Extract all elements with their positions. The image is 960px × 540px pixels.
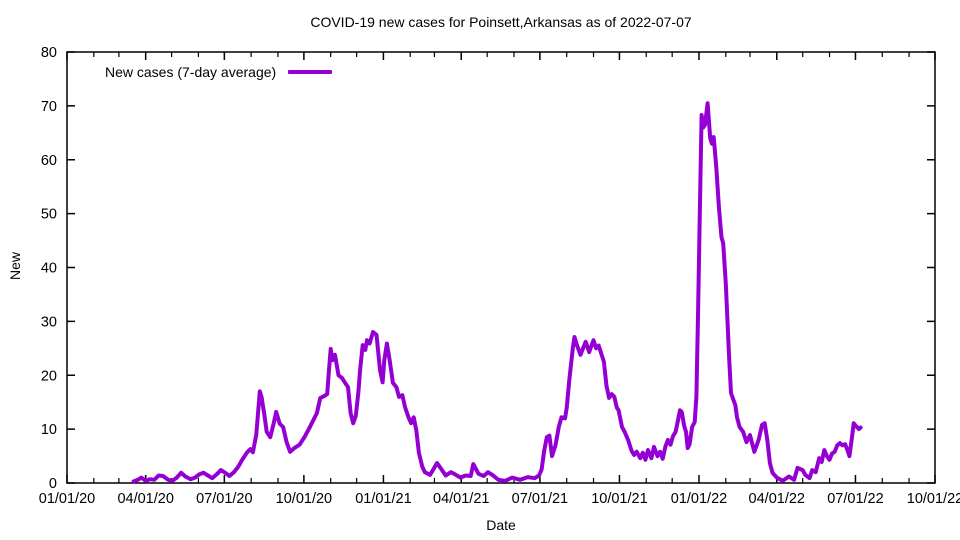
legend-swatch <box>288 70 333 74</box>
x-tick-label: 01/01/20 <box>39 491 95 507</box>
y-tick-label: 60 <box>41 153 57 169</box>
series-line <box>131 101 863 484</box>
x-tick-label: 04/01/22 <box>749 491 805 507</box>
x-tick-label: 07/01/22 <box>827 491 883 507</box>
y-tick-label: 70 <box>41 99 57 115</box>
x-tick-label: 07/01/21 <box>512 491 568 507</box>
y-tick-label: 20 <box>41 368 57 384</box>
y-tick-label: 40 <box>41 261 57 277</box>
legend: New cases (7-day average) <box>105 64 333 80</box>
x-tick-label: 04/01/21 <box>433 491 489 507</box>
y-tick-label: 80 <box>41 45 57 61</box>
y-tick-label: 0 <box>49 476 57 492</box>
chart-title: COVID-19 new cases for Poinsett,Arkansas… <box>310 14 692 30</box>
x-tick-label: 01/01/21 <box>355 491 411 507</box>
x-tick-label: 04/01/20 <box>117 491 173 507</box>
x-tick-label: 07/01/20 <box>196 491 252 507</box>
x-tick-label: 10/01/21 <box>591 491 647 507</box>
x-tick-label: 10/01/20 <box>276 491 332 507</box>
y-tick-label: 10 <box>41 422 57 438</box>
legend-label: New cases (7-day average) <box>105 64 277 80</box>
plot-frame <box>66 51 936 484</box>
x-tick-label: 01/01/22 <box>671 491 727 507</box>
x-tick-label: 10/01/22 <box>907 491 960 507</box>
x-axis-label: Date <box>486 517 516 533</box>
y-tick-label: 30 <box>41 314 57 330</box>
y-tick-label: 50 <box>41 207 57 223</box>
y-axis-label: New <box>7 252 23 281</box>
